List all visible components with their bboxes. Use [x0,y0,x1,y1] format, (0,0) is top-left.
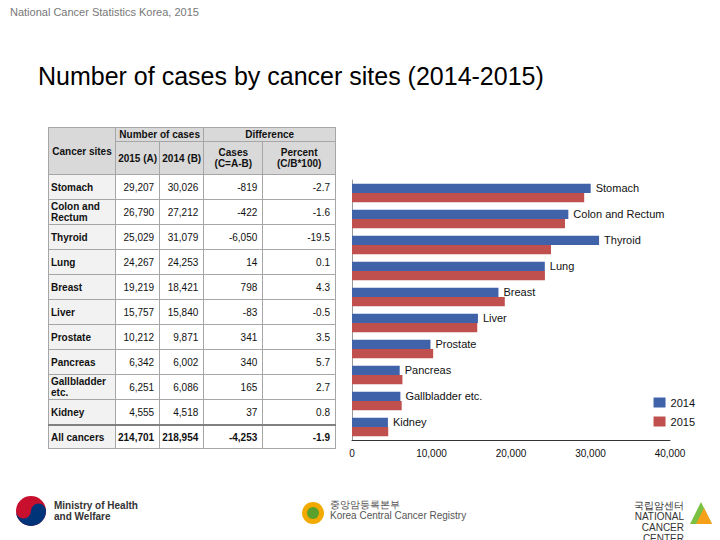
html-text:2015 (A): 2015 (A) [118,152,157,164]
html-text:37: 37 [246,406,258,418]
html-text:9,871: 9,871 [173,331,199,343]
html-text:-2.7: -2.7 [312,181,330,193]
html-text:Thyroid: Thyroid [51,231,88,243]
html-text:27,212: 27,212 [167,206,199,218]
html-text:All cancers: All cancers [51,431,105,443]
html-text:2014 (B): 2014 (B) [162,152,202,164]
svg-text:2014: 2014 [671,397,695,409]
html-text:-1.9: -1.9 [312,431,330,443]
html-text:6,086: 6,086 [173,381,199,393]
html-text:19,219: 19,219 [123,281,155,293]
html-text:0.8: 0.8 [316,406,330,418]
svg-text:20,000: 20,000 [496,448,527,459]
html-text:and Welfare: and Welfare [54,511,111,522]
html-text:25,029: 25,029 [123,231,155,243]
html-text:15,757: 15,757 [123,306,155,318]
svg-text:Lung: Lung [550,260,574,272]
html-text:6,342: 6,342 [129,356,155,368]
html-text:National Cancer Statistics Kor: National Cancer Statistics Korea, 2015 [10,6,199,18]
html-text:Colon and Rectum: Colon and Rectum [51,201,100,223]
svg-text:2015: 2015 [671,416,695,428]
html-text:-422: -422 [237,206,258,218]
html-text:국립암센터: 국립암센터 [634,500,684,511]
html-text:14: 14 [246,256,258,268]
svg-text:Prostate: Prostate [435,338,476,350]
html-text:Lung: Lung [51,256,76,268]
svg-text:Liver: Liver [483,312,507,324]
html-text:Difference: Difference [245,129,295,140]
html-text:340: 340 [240,356,258,368]
svg-text:Pancreas: Pancreas [405,364,452,376]
html-text:6,002: 6,002 [173,356,199,368]
html-text:15,840: 15,840 [167,306,199,318]
svg-text:Colon and Rectum: Colon and Rectum [573,208,664,220]
html-text:165: 165 [240,381,258,393]
html-text:29,207: 29,207 [123,181,155,193]
html-text:Cases (C=A-B): Cases (C=A-B) [214,147,252,169]
html-text:Pancreas: Pancreas [51,356,96,368]
html-text:Kidney: Kidney [51,406,85,418]
html-text:10,212: 10,212 [123,331,155,343]
svg-text:Kidney: Kidney [393,416,427,428]
html-text:Ministry of Health: Ministry of Health [54,500,138,511]
html-text:Percent (C/B*100): Percent (C/B*100) [276,147,322,169]
html-text:Cancer sites: Cancer sites [52,145,112,157]
html-text:Korea Central Cancer Registry: Korea Central Cancer Registry [330,510,467,521]
html-text:Liver: Liver [51,306,75,318]
html-text:31,079: 31,079 [167,231,199,243]
html-text:5.7: 5.7 [316,356,330,368]
html-text:6,251: 6,251 [129,381,155,393]
html-text:24,253: 24,253 [167,256,199,268]
html-text:-6,050: -6,050 [228,231,258,243]
svg-text:30,000: 30,000 [575,448,606,459]
html-text:341: 341 [240,331,258,343]
html-text:Prostate: Prostate [51,331,91,343]
svg-text:Thyroid: Thyroid [604,234,641,246]
html-text:Breast: Breast [51,281,83,293]
html-text:-83: -83 [242,306,258,318]
html-text:Number of cases: Number of cases [119,129,200,140]
svg-text:Gallbladder etc.: Gallbladder etc. [405,390,482,402]
html-text:214,701: 214,701 [118,431,155,443]
html-text:4.3: 4.3 [316,281,330,293]
html-text:-819: -819 [237,181,258,193]
svg-text:Stomach: Stomach [596,182,639,194]
html-text:18,421: 18,421 [167,281,199,293]
svg-text:40,000: 40,000 [655,448,686,459]
html-text:-0.5: -0.5 [312,306,330,318]
html-text:Stomach: Stomach [51,181,94,193]
html-text:2.7: 2.7 [316,381,330,393]
svg-text:10,000: 10,000 [416,448,447,459]
html-text:-1.6: -1.6 [312,206,330,218]
html-text:Gallbladder etc.: Gallbladder etc. [51,376,106,398]
svg-text:Breast: Breast [503,286,535,298]
html-text:218,954: 218,954 [162,431,199,443]
html-text:-19.5: -19.5 [307,231,330,243]
html-text:3.5: 3.5 [316,331,330,343]
html-text:30,026: 30,026 [167,181,199,193]
svg-text:0: 0 [349,448,355,459]
html-text:Number of cases by cancer site: Number of cases by cancer sites (2014-20… [38,62,544,90]
html-text:24,267: 24,267 [123,256,155,268]
html-text:0.1: 0.1 [316,256,330,268]
html-text:4,518: 4,518 [173,406,199,418]
html-text:26,790: 26,790 [123,206,155,218]
html-text:798: 798 [240,281,258,293]
html-text:4,555: 4,555 [129,406,155,418]
html-text:-4,253: -4,253 [228,431,258,443]
html-text:중앙암등록본부: 중앙암등록본부 [330,499,400,510]
